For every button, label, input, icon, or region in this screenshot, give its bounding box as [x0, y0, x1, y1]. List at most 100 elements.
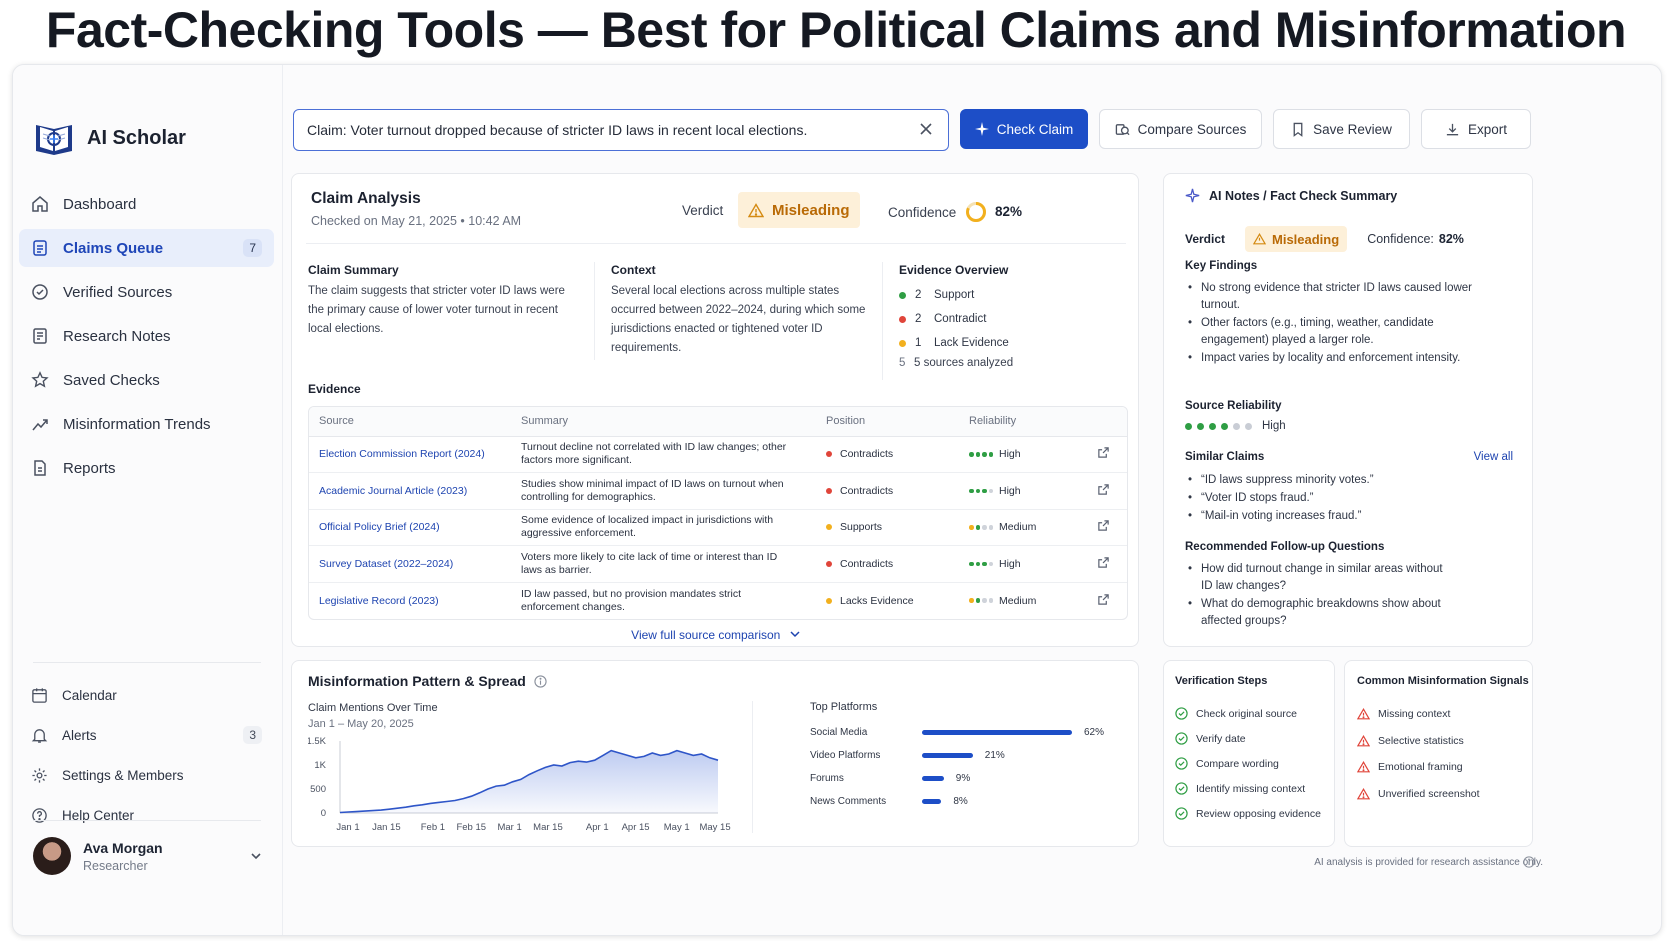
- table-row[interactable]: Legislative Record (2023) ID law passed, …: [309, 582, 1127, 619]
- reliability-dot: [975, 525, 980, 530]
- source-cell: Survey Dataset (2022–2024): [309, 545, 511, 583]
- checked-on-text: Checked on May 21, 2025 • 10:42 AM: [311, 214, 522, 228]
- reliability-dot: [988, 488, 993, 493]
- table-row[interactable]: Survey Dataset (2022–2024) Voters more li…: [309, 545, 1127, 583]
- save-review-button[interactable]: Save Review: [1273, 109, 1410, 149]
- sidebar-item-calendar[interactable]: Calendar: [19, 677, 274, 713]
- claim-search-input[interactable]: Claim: Voter turnout dropped because of …: [293, 109, 949, 151]
- summary-cell: Voters more likely to cite lack of time …: [511, 545, 816, 583]
- column-header[interactable]: Reliability: [959, 407, 1087, 437]
- position-label: Lacks Evidence: [840, 594, 914, 607]
- reliability-dots: [969, 525, 993, 530]
- sidebar-item-alerts[interactable]: Alerts 3: [19, 717, 274, 753]
- position: Lacks Evidence: [826, 595, 959, 607]
- sidebar-item-dashboard[interactable]: Dashboard: [19, 185, 274, 223]
- position: Contradicts: [826, 485, 959, 497]
- reliability-label: Medium: [999, 521, 1037, 534]
- warning-icon: [1357, 787, 1370, 800]
- sidebar-item-label: Help Center: [62, 807, 135, 823]
- source-reliability-rating: High: [1185, 420, 1286, 432]
- confidence-value: 82%: [995, 204, 1023, 219]
- source-link[interactable]: Academic Journal Article (2023): [319, 484, 468, 497]
- sidebar-item-misinformation-trends[interactable]: Misinformation Trends: [19, 405, 274, 443]
- source-link[interactable]: Survey Dataset (2022–2024): [319, 557, 454, 570]
- export-button[interactable]: Export: [1421, 109, 1531, 149]
- brand[interactable]: AI Scholar: [33, 119, 186, 157]
- summary-cell: Some evidence of localized impact in jur…: [511, 509, 816, 546]
- evidence-overview: Evidence Overview 2 Support 2 Contradict 1 La…: [899, 263, 1099, 369]
- column-header[interactable]: Summary: [511, 407, 816, 437]
- y-tick-label: 0: [321, 808, 326, 819]
- close-icon[interactable]: [918, 121, 934, 137]
- compare-sources-button[interactable]: Compare Sources: [1099, 109, 1262, 149]
- ai-notes-title: AI Notes / Fact Check Summary: [1209, 188, 1398, 203]
- platform-name: Video Platforms: [810, 750, 881, 761]
- reliability-label: High: [999, 484, 1021, 497]
- source-link[interactable]: Official Policy Brief (2024): [319, 521, 440, 534]
- sidebar-item-settings[interactable]: Settings & Members: [19, 757, 274, 793]
- platform-bar: [922, 776, 944, 781]
- verification-step-label: Check original source: [1196, 707, 1297, 720]
- position-dot: [826, 597, 832, 604]
- evidence-overview-title: Evidence Overview: [899, 263, 1009, 277]
- similar-claims-title: Similar Claims: [1185, 451, 1265, 463]
- column-header[interactable]: Position: [816, 407, 959, 437]
- signal-item: Missing context: [1357, 701, 1480, 728]
- position-dot: [826, 487, 832, 494]
- avatar: [33, 837, 71, 875]
- platform-row: Video Platforms 21%: [810, 744, 1130, 767]
- signal-item: Emotional framing: [1357, 754, 1480, 781]
- external-link-icon[interactable]: [1097, 446, 1110, 459]
- info-icon[interactable]: [1523, 856, 1535, 868]
- table-row[interactable]: Academic Journal Article (2023) Studies s…: [309, 472, 1127, 510]
- reliability-dot: [975, 598, 980, 603]
- table-row[interactable]: Election Commission Report (2024) Turnout…: [309, 436, 1127, 473]
- sidebar-item-reports[interactable]: Reports: [19, 449, 274, 487]
- column-header-actions: [1087, 407, 1127, 437]
- sidebar-item-help-center[interactable]: Help Center: [19, 797, 274, 833]
- reliability-cell: High: [959, 436, 1087, 473]
- reliability: High: [969, 448, 1087, 460]
- x-tick-label: Feb 1: [421, 822, 445, 833]
- chevron-down-icon[interactable]: [249, 849, 263, 863]
- claim-search-value: Claim: Voter turnout dropped because of …: [307, 122, 808, 138]
- primary-nav: Dashboard Claims Queue 7 Verified Source…: [19, 185, 274, 493]
- table-row[interactable]: Official Policy Brief (2024) Some evidenc…: [309, 509, 1127, 546]
- external-link-icon[interactable]: [1097, 519, 1110, 532]
- similar-claim-item[interactable]: “Voter ID stops fraud.”: [1185, 490, 1505, 507]
- report-icon: [34, 460, 46, 476]
- view-all-link[interactable]: View all: [1473, 451, 1513, 463]
- column-header[interactable]: Source: [309, 407, 511, 437]
- finding-item: No strong evidence that stricter ID laws…: [1185, 280, 1485, 314]
- summary-cell: ID law passed, but no provision mandates…: [511, 582, 816, 619]
- external-link-icon[interactable]: [1097, 483, 1110, 496]
- similar-claim-item[interactable]: “ID laws suppress minority votes.”: [1185, 472, 1505, 489]
- ai-confidence-value: 82%: [1438, 232, 1464, 246]
- sidebar-item-research-notes[interactable]: Research Notes: [19, 317, 274, 355]
- view-full-comparison-link[interactable]: View full source comparison: [292, 626, 1140, 644]
- sidebar-item-saved-checks[interactable]: Saved Checks: [19, 361, 274, 399]
- check-claim-button[interactable]: Check Claim: [960, 109, 1088, 149]
- key-findings-title: Key Findings: [1185, 260, 1258, 272]
- sidebar-item-label: Calendar: [62, 687, 117, 703]
- similar-claim-item[interactable]: “Mail-in voting increases fraud.”: [1185, 508, 1505, 525]
- external-link-icon[interactable]: [1097, 556, 1110, 569]
- star-icon: [31, 371, 49, 388]
- source-link[interactable]: Legislative Record (2023): [319, 594, 439, 607]
- pattern-header: Misinformation Pattern & Spread: [308, 673, 547, 689]
- platform-value: 9%: [955, 773, 971, 784]
- divider: [306, 243, 1126, 244]
- context: Context Several local elections across m…: [611, 263, 876, 358]
- sidebar-item-verified-sources[interactable]: Verified Sources: [19, 273, 274, 311]
- info-icon[interactable]: [534, 674, 547, 688]
- verdict-badge: Misleading: [738, 192, 860, 228]
- reliability-dot: [1197, 422, 1204, 430]
- source-link[interactable]: Election Commission Report (2024): [319, 448, 485, 461]
- user-menu[interactable]: Ava Morgan Researcher: [33, 837, 263, 875]
- check-circle-icon: [1175, 707, 1188, 720]
- sidebar-item-claims-queue[interactable]: Claims Queue 7: [19, 229, 274, 267]
- overview-item: 2 Contradict: [899, 307, 1099, 331]
- external-link-icon[interactable]: [1097, 593, 1110, 606]
- verification-step: Identify missing context: [1175, 776, 1321, 801]
- reliability-dots: [969, 488, 993, 493]
